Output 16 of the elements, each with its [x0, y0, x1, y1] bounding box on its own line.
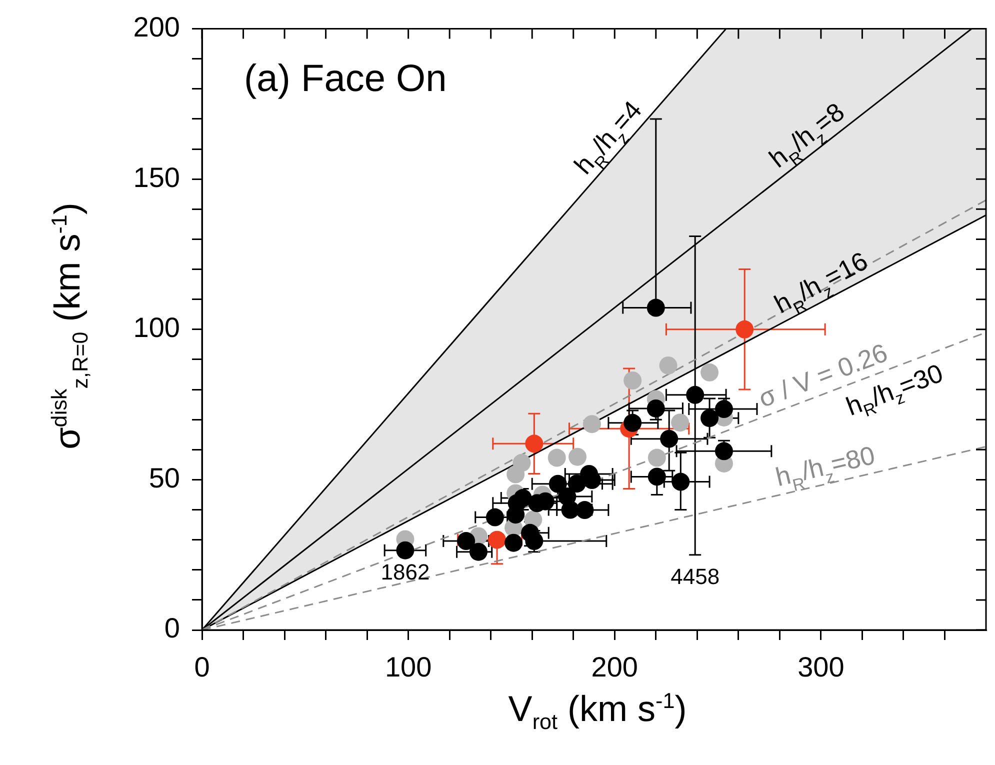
text: hR/hz=4 [568, 94, 648, 180]
annotation: 4458 [670, 564, 720, 589]
x-tick-label: 300 [798, 652, 844, 683]
x-tick-label: 200 [591, 652, 638, 683]
text: hR/hz=8 [763, 96, 850, 174]
x-tick-label: 0 [194, 652, 210, 683]
y-tick-label: 100 [133, 312, 180, 344]
y-tick-label: 50 [148, 462, 180, 494]
y-tick-label: 150 [133, 162, 180, 193]
x-tick-label: 100 [384, 652, 432, 683]
annotation: (a) Face On [244, 58, 447, 100]
annotation: 1862 [380, 559, 430, 584]
text: hR/hz=80 [772, 440, 878, 496]
y-tick-label: 0 [164, 612, 180, 644]
y-tick-label: 200 [133, 12, 180, 43]
x-axis-title: V$_{rot}$ (km s$^{-1}$) [507, 688, 688, 736]
